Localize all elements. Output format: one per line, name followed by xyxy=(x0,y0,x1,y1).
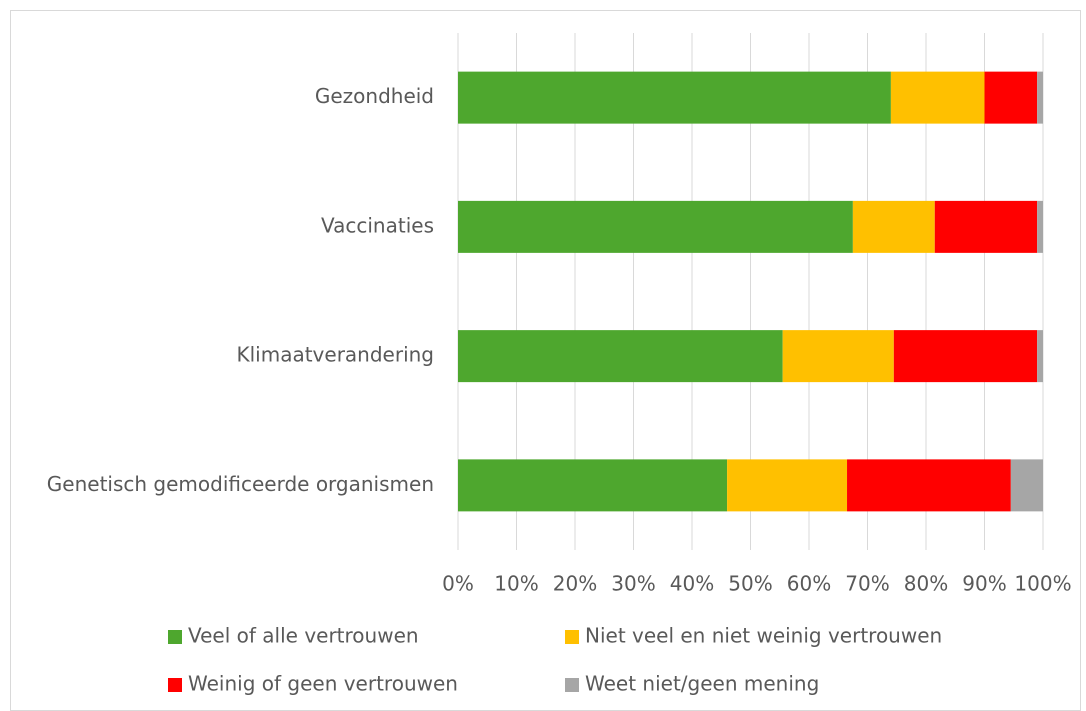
x-tick-label: 60% xyxy=(787,572,831,596)
bar-segment xyxy=(847,459,1011,512)
bar-segment xyxy=(934,200,1038,253)
legend-label: Weet niet/geen mening xyxy=(585,672,819,696)
legend-swatch xyxy=(565,630,579,644)
bar-segment xyxy=(1037,71,1043,124)
x-tick-label: 90% xyxy=(962,572,1006,596)
legend-swatch xyxy=(168,630,182,644)
bar-segment xyxy=(727,459,848,512)
legend-swatch xyxy=(168,678,182,692)
bar-segment xyxy=(782,330,894,383)
y-tick-label: Klimaatverandering xyxy=(236,343,434,367)
bar-segment xyxy=(458,459,728,512)
x-tick-label: 20% xyxy=(553,572,597,596)
bar-segment xyxy=(1037,330,1043,383)
bar-segment xyxy=(984,71,1038,124)
x-tick-label: 70% xyxy=(845,572,889,596)
y-tick-label: Gezondheid xyxy=(315,84,434,108)
x-tick-label: 40% xyxy=(670,572,714,596)
x-tick-label: 10% xyxy=(494,572,538,596)
bar-segment xyxy=(458,330,783,383)
bar-segment xyxy=(1010,459,1043,512)
bar-segment xyxy=(893,330,1038,383)
bar-segment xyxy=(458,200,853,253)
x-tick-label: 50% xyxy=(728,572,772,596)
legend-swatch xyxy=(565,678,579,692)
bar-segment xyxy=(458,71,891,124)
bar-segment xyxy=(852,200,935,253)
x-tick-label: 80% xyxy=(904,572,948,596)
x-tick-label: 0% xyxy=(442,572,474,596)
legend-label: Weinig of geen vertrouwen xyxy=(188,672,458,696)
bar-segment xyxy=(1037,200,1043,253)
y-tick-label: Genetisch gemodificeerde organismen xyxy=(47,472,434,496)
legend-label: Niet veel en niet weinig vertrouwen xyxy=(585,624,942,648)
legend-label: Veel of alle vertrouwen xyxy=(188,624,419,648)
x-tick-label: 30% xyxy=(611,572,655,596)
y-tick-label: Vaccinaties xyxy=(321,213,434,237)
x-tick-label: 100% xyxy=(1014,572,1071,596)
bar-segment xyxy=(890,71,985,124)
